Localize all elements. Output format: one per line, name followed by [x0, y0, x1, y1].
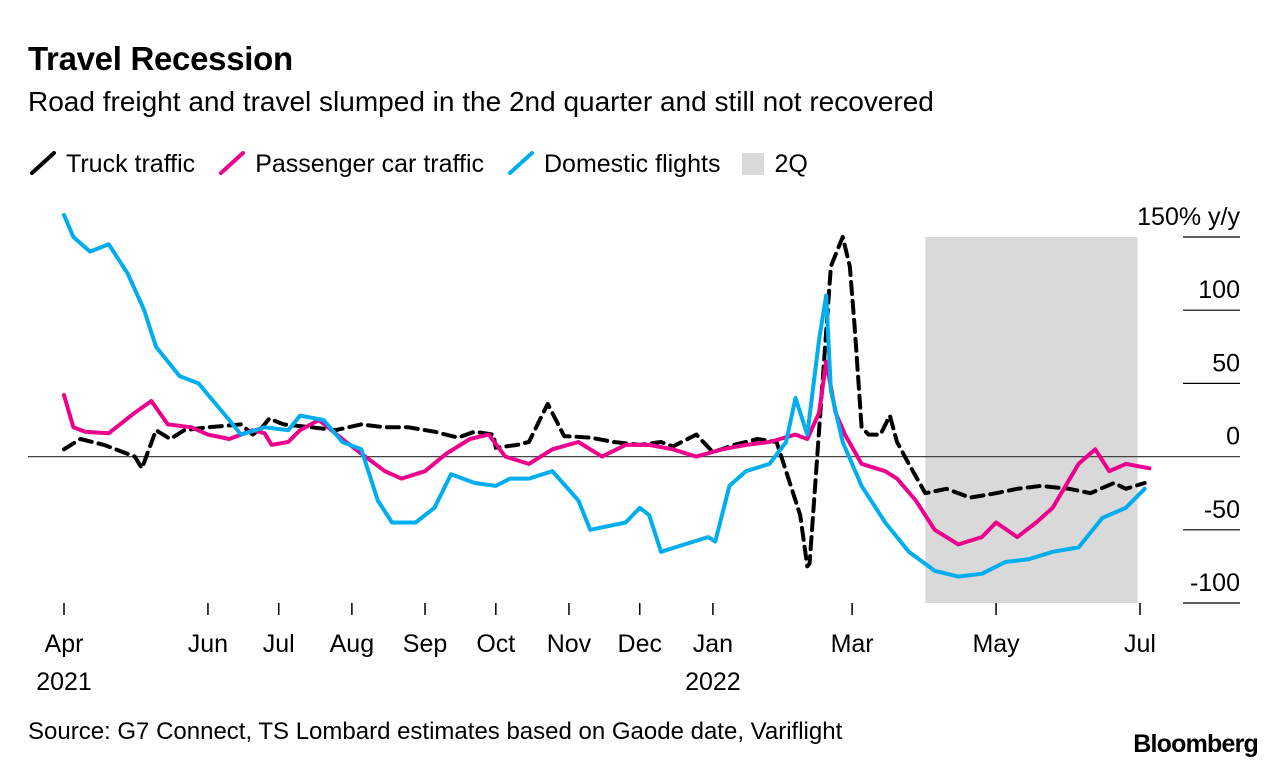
y-tick-label: 150% y/y: [1137, 203, 1240, 231]
y-tick-label: 100: [1198, 276, 1240, 304]
source-note: Source: G7 Connect, TS Lombard estimates…: [28, 718, 843, 745]
chart-subtitle: Road freight and travel slumped in the 2…: [28, 86, 934, 117]
shaded-region-2q: [925, 237, 1138, 603]
x-tick-label: Apr: [45, 630, 84, 658]
x-tick-label: Oct: [476, 630, 515, 658]
2q-legend-swatch: [742, 153, 765, 175]
legend-item-2q: 2Q: [742, 149, 808, 179]
x-tick-label: Aug: [330, 630, 374, 658]
y-tick-label: 0: [1226, 423, 1240, 451]
x-tick-label: Nov: [547, 630, 592, 658]
legend-label-flights: Domestic flights: [544, 149, 721, 178]
flights-legend-swatch: [508, 151, 534, 175]
x-tick-label: Jul: [1124, 630, 1156, 658]
series-line-truck-traffic: [62, 235, 1147, 569]
series-line-domestic-flights: [62, 213, 1147, 579]
y-tick-label: -50: [1204, 496, 1240, 524]
x-tick-label: Jan: [693, 630, 733, 658]
truck-legend-swatch: [30, 151, 56, 175]
x-tick-year-label: 2022: [685, 668, 741, 696]
x-tick-label: Jul: [263, 630, 295, 658]
x-tick-label: Sep: [403, 630, 447, 658]
legend-item-truck: Truck traffic: [28, 149, 195, 179]
legend-item-flights: Domestic flights: [506, 149, 720, 179]
car-legend-swatch: [219, 151, 246, 175]
legend-label-2q: 2Q: [774, 149, 808, 178]
x-tick-year-label: 2021: [36, 668, 92, 696]
chart-title: Travel Recession: [28, 40, 293, 77]
legend-label-car: Passenger car traffic: [255, 149, 484, 178]
line-chart: 150% y/y 100 50 0 -50 -100 Apr 2021 Jun Jul Aug Sep…: [28, 203, 1240, 696]
legend-item-car: Passenger car traffic: [217, 149, 484, 179]
y-tick-label: 50: [1212, 349, 1240, 377]
x-tick-label: May: [972, 630, 1020, 658]
legend-label-truck: Truck traffic: [66, 149, 196, 178]
bloomberg-logo: Bloomberg: [1133, 730, 1259, 758]
x-tick-label: Jun: [188, 630, 228, 658]
x-tick-label: Dec: [618, 630, 662, 658]
x-tick-label: Mar: [831, 630, 874, 658]
y-tick-label: -100: [1190, 569, 1240, 597]
legend: Truck traffic Passenger car traffic Dome…: [28, 146, 830, 182]
